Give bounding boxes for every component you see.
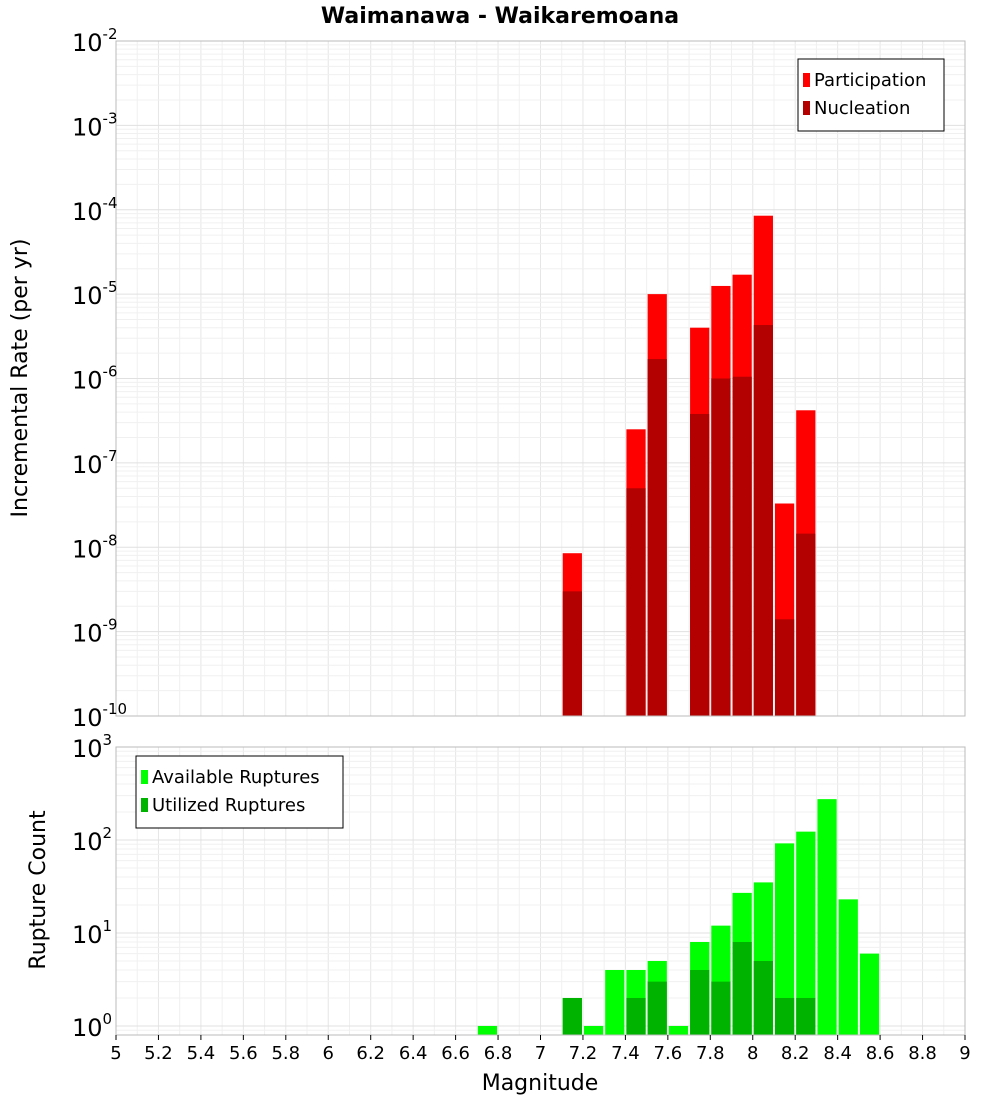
- count-bar-utilized-ruptures: [711, 981, 731, 1035]
- rate-y-tick: 10-10: [72, 700, 127, 732]
- rate-y-tick: 10-2: [72, 25, 118, 57]
- count-plot-y-ticks: 103 102 101 100: [72, 731, 112, 1042]
- x-axis-label: Magnitude: [482, 1071, 599, 1096]
- x-tick-label: 9: [959, 1043, 970, 1064]
- rate-y-tick: 10-8: [72, 531, 118, 563]
- legend-box: [797, 58, 945, 132]
- x-tick-label: 8.6: [866, 1043, 895, 1064]
- rate-y-tick: 10-3: [72, 109, 118, 141]
- count-bar-available-ruptures: [838, 899, 858, 1035]
- legend-swatch: [803, 101, 810, 115]
- count-plot: 103 102 101 100 5 5.2 5.4 5.6 5.8 6 6.2 6.4 6.6 6.8 7…: [72, 731, 971, 1064]
- legend-box: [135, 755, 344, 829]
- x-tick-label: 8.2: [781, 1043, 810, 1064]
- count-bar-available-ruptures: [605, 969, 625, 1035]
- rate-bar-nucleation: [690, 413, 710, 716]
- rate-plot-y-ticks: 10-2 10-3 10-4 10-5 10-6 10-7 10-8 10-9 10-10: [72, 25, 127, 732]
- legend-swatch: [141, 770, 148, 784]
- x-tick-label: 6.4: [399, 1043, 428, 1064]
- rate-bar-nucleation: [647, 359, 667, 716]
- x-tick-label: 6.2: [356, 1043, 385, 1064]
- x-tick-label: 5: [110, 1043, 121, 1064]
- count-bar-utilized-ruptures: [732, 942, 752, 1035]
- count-bar-available-ruptures: [796, 831, 816, 1035]
- count-bar-available-ruptures: [859, 953, 880, 1035]
- count-bar-available-ruptures: [817, 799, 837, 1035]
- count-plot-legend: Available Ruptures Utilized Ruptures: [135, 755, 344, 829]
- count-bar-available-ruptures: [583, 1025, 604, 1035]
- legend-swatch: [803, 73, 810, 87]
- rate-plot-frame: [115, 40, 966, 717]
- x-tick-label: 6.8: [484, 1043, 513, 1064]
- rate-plot-legend: Participation Nucleation: [797, 58, 945, 132]
- count-y-tick: 101: [72, 917, 112, 949]
- rate-bar-nucleation: [796, 533, 816, 716]
- x-tick-label: 7.4: [611, 1043, 640, 1064]
- x-tick-label: 5.8: [271, 1043, 300, 1064]
- x-tick-label: 5.2: [144, 1043, 173, 1064]
- x-tick-label: 7.8: [696, 1043, 725, 1064]
- count-bar-utilized-ruptures: [753, 960, 773, 1035]
- rate-y-tick: 10-6: [72, 363, 118, 395]
- rate-plot: 10-2 10-3 10-4 10-5 10-6 10-7 10-8 10-9 10-10 Pa…: [72, 25, 966, 732]
- rate-y-tick: 10-7: [72, 447, 118, 479]
- rate-y-tick: 10-9: [72, 616, 118, 648]
- legend-entry: Available Ruptures: [152, 767, 320, 788]
- legend-swatch: [141, 798, 148, 812]
- count-bar-utilized-ruptures: [647, 981, 667, 1035]
- x-tick-label: 6: [323, 1043, 334, 1064]
- count-y-tick: 102: [72, 824, 112, 856]
- count-y-tick: 103: [72, 731, 112, 763]
- rate-bar-nucleation: [774, 619, 795, 716]
- x-tick-label: 8: [747, 1043, 758, 1064]
- count-plot-bars: [477, 799, 880, 1035]
- x-tick-label: 5.4: [187, 1043, 216, 1064]
- count-bar-utilized-ruptures: [774, 997, 795, 1035]
- count-bar-utilized-ruptures: [626, 997, 646, 1035]
- rate-bar-nucleation: [626, 488, 646, 716]
- x-tick-label: 6.6: [441, 1043, 470, 1064]
- x-tick-label: 7: [535, 1043, 546, 1064]
- rate-y-tick: 10-4: [72, 194, 118, 226]
- count-y-axis-label: Rupture Count: [26, 810, 51, 970]
- legend-entry: Nucleation: [814, 98, 910, 119]
- rate-y-axis-label: Incremental Rate (per yr): [8, 239, 33, 518]
- legend-entry: Utilized Ruptures: [152, 795, 305, 816]
- rate-bar-nucleation: [732, 376, 752, 716]
- chart-title: Waimanawa - Waikaremoana: [321, 4, 679, 29]
- count-bar-utilized-ruptures: [690, 969, 710, 1035]
- x-tick-label: 8.4: [823, 1043, 852, 1064]
- x-axis-ticks: 5 5.2 5.4 5.6 5.8 6 6.2 6.4 6.6 6.8 7 7.2 7.4 7.6 7.8 8…: [110, 1035, 971, 1064]
- rate-bar-nucleation: [562, 591, 582, 716]
- x-tick-label: 8.8: [908, 1043, 937, 1064]
- count-bar-utilized-ruptures: [796, 997, 816, 1035]
- count-bar-available-ruptures: [668, 1025, 689, 1035]
- x-tick-label: 7.6: [654, 1043, 683, 1064]
- rate-bar-nucleation: [711, 378, 731, 716]
- x-tick-label: 5.6: [229, 1043, 258, 1064]
- rate-plot-bars: [562, 215, 816, 717]
- x-tick-label: 7.2: [569, 1043, 598, 1064]
- rate-y-tick: 10-5: [72, 278, 118, 310]
- count-bar-utilized-ruptures: [562, 997, 582, 1035]
- count-bar-available-ruptures: [477, 1025, 498, 1035]
- legend-entry: Participation: [814, 70, 926, 91]
- rate-bar-nucleation: [753, 325, 773, 716]
- rate-plot-grid: [115, 40, 966, 717]
- count-bar-available-ruptures: [774, 843, 795, 1035]
- count-y-tick: 100: [72, 1010, 112, 1042]
